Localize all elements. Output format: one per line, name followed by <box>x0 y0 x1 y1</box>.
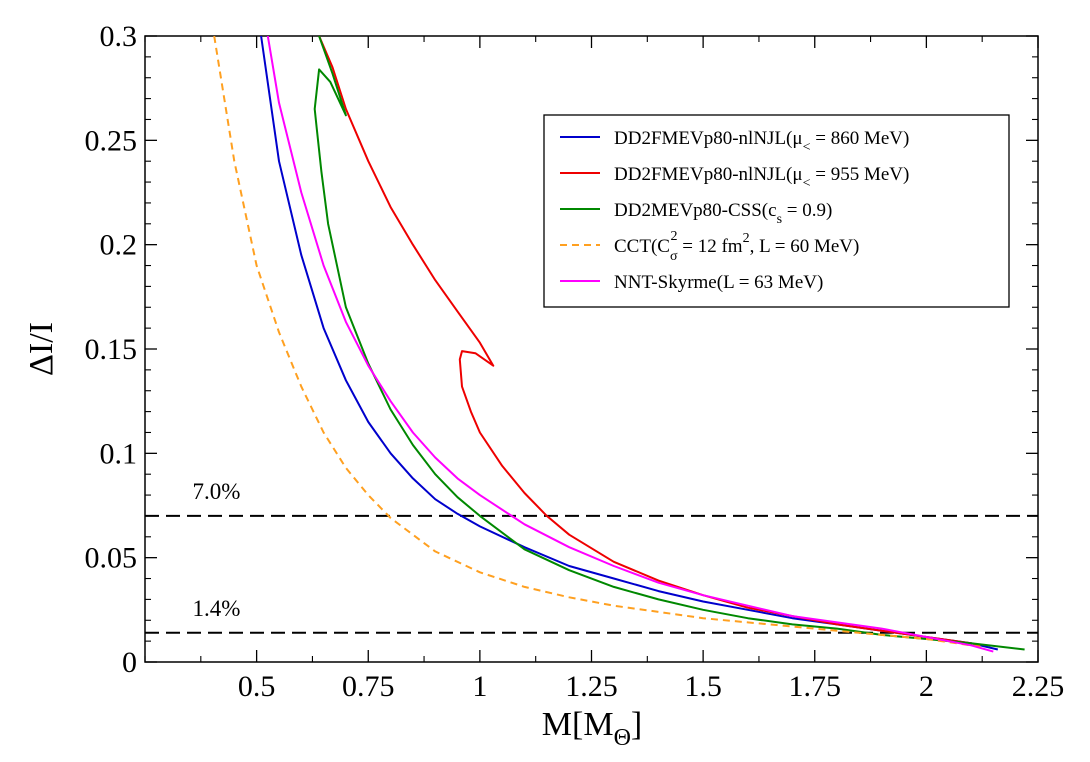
series-line <box>213 36 985 649</box>
x-tick-label: 0.5 <box>238 670 276 703</box>
x-tick-label: 2.25 <box>1012 670 1065 703</box>
reference-label: 1.4% <box>192 596 240 621</box>
tick-labels: 0.5 0.75 1 1.25 1.5 1.75 2 2.25 0 0.05 0.1 0.15 0.2 0… <box>85 20 1065 703</box>
x-axis-title: M[MΘ] <box>542 706 642 751</box>
x-tick-label: 2 <box>919 670 934 703</box>
y-tick-label: 0.05 <box>85 542 138 575</box>
x-tick-label: 1.25 <box>565 670 618 703</box>
x-tick-label: 1.5 <box>684 670 722 703</box>
legend-label: NNT-Skyrme(L = 63 MeV) <box>614 272 823 293</box>
x-axis-title-end: ] <box>631 706 642 743</box>
series-line <box>266 36 994 653</box>
y-tick-label: 0.3 <box>100 20 138 53</box>
legend: DD2FMEVp80-nlNJL(μ< = 860 MeV) DD2FMEVp80… <box>543 114 1010 308</box>
legend-label: DD2FMEVp80-nlNJL(μ< = 955 MeV) <box>614 164 909 191</box>
reference-labels: 7.0% 1.4% <box>192 479 240 621</box>
y-axis-title: ΔI/I <box>23 322 60 376</box>
legend-label: DD2MEVp80-CSS(cs = 0.9) <box>614 200 832 227</box>
x-axis-title-sub: Θ <box>614 725 631 751</box>
x-tick-label: 1 <box>472 670 487 703</box>
x-tick-label: 0.75 <box>342 670 395 703</box>
y-tick-label: 0.1 <box>100 437 138 470</box>
reference-lines <box>145 514 1038 634</box>
reference-label: 7.0% <box>192 479 240 504</box>
y-tick-label: 0.25 <box>85 124 138 157</box>
axis-ticks <box>144 35 1039 663</box>
x-tick-label: 1.75 <box>789 670 842 703</box>
data-curves <box>213 36 1025 653</box>
x-axis-title-main: M[M <box>542 706 614 743</box>
legend-box <box>543 114 1010 308</box>
y-tick-label: 0.15 <box>85 333 138 366</box>
legend-label: CCT(Cσ2 = 12 fm2, L = 60 MeV) <box>614 229 859 264</box>
y-tick-label: 0.2 <box>100 229 138 262</box>
y-tick-label: 0 <box>122 646 137 679</box>
series-line <box>313 36 1025 651</box>
legend-label: DD2FMEVp80-nlNJL(μ< = 860 MeV) <box>614 128 909 155</box>
